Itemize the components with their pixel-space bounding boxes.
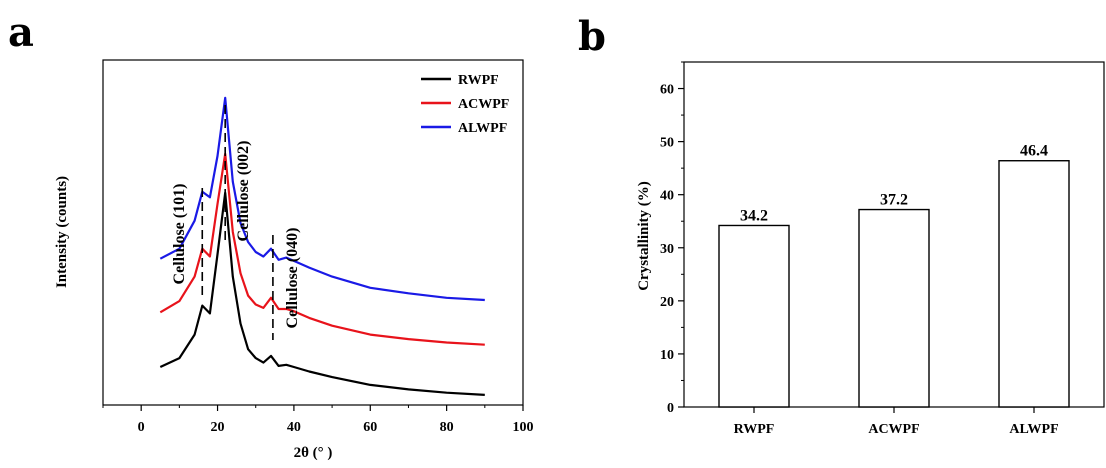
annotation-label: Cellulose (040) [284, 228, 301, 329]
y-axis-tick-labels: 0 10 20 30 40 50 60 [660, 83, 674, 416]
y-tick-label: 10 [660, 348, 674, 363]
legend: RWPF ACWPF ALWPF [421, 73, 509, 136]
x-axis-ticks [102, 405, 524, 411]
y-tick-label: 60 [660, 83, 674, 98]
legend-label: ALWPF [458, 121, 507, 136]
y-tick-label: 50 [660, 136, 674, 151]
annotation-label: Cellulose (101) [171, 184, 188, 285]
category-label: ALWPF [1009, 422, 1058, 437]
y-tick-label: 20 [660, 295, 674, 310]
legend-label: ACWPF [458, 97, 509, 112]
x-tick-label: 0 [138, 420, 145, 435]
series-line-rwpf [159, 191, 485, 396]
panel-label-a: a [8, 9, 34, 56]
bar-value-label: 34.2 [740, 207, 768, 224]
legend-label: RWPF [458, 73, 499, 88]
bar-value-label: 46.4 [1020, 143, 1048, 160]
y-tick-label: 0 [667, 401, 674, 416]
y-axis-label: Intensity (counts) [54, 176, 70, 288]
bar-value-label: 37.2 [880, 192, 908, 209]
x-tick-label: 40 [287, 420, 301, 435]
y-tick-label: 40 [660, 189, 674, 204]
xrd-line-chart: 0 20 40 60 80 100 Cellulose (101) Cellulose (0… [54, 59, 534, 461]
x-axis-label: 2θ (° ) [294, 445, 333, 461]
y-axis-label-b: Crystallinity (%) [636, 181, 652, 291]
y-axis-ticks [678, 61, 684, 408]
series-line-alwpf [159, 96, 485, 302]
bar-value-labels: 34.2 37.2 46.4 [740, 143, 1048, 225]
series-line-acwpf [159, 152, 485, 346]
bars [718, 160, 1070, 413]
x-tick-label: 60 [363, 420, 377, 435]
annotation-label: Cellulose (002) [235, 141, 252, 242]
category-label: RWPF [734, 422, 775, 437]
y-tick-label: 30 [660, 242, 674, 257]
category-label: ACWPF [868, 422, 919, 437]
series-lines [159, 96, 485, 396]
plot-frame-a [102, 59, 524, 406]
bar-rwpf [718, 224, 790, 408]
crystallinity-bar-chart: 0 10 20 30 40 50 60 34.2 37.2 46.4 RWPF ACWPF ALWP… [636, 61, 1105, 437]
category-labels: RWPF ACWPF ALWPF [734, 422, 1059, 437]
bar-acwpf [858, 208, 930, 408]
x-axis-tick-labels: 0 20 40 60 80 100 [138, 420, 534, 435]
x-tick-label: 100 [513, 420, 534, 435]
peak-annotations: Cellulose (101) Cellulose (002) Cellulose … [171, 141, 301, 329]
peak-markers [201, 105, 274, 340]
bar-alwpf [998, 160, 1070, 408]
panel-label-b: b [578, 13, 606, 60]
x-tick-label: 20 [211, 420, 225, 435]
x-tick-label: 80 [440, 420, 454, 435]
